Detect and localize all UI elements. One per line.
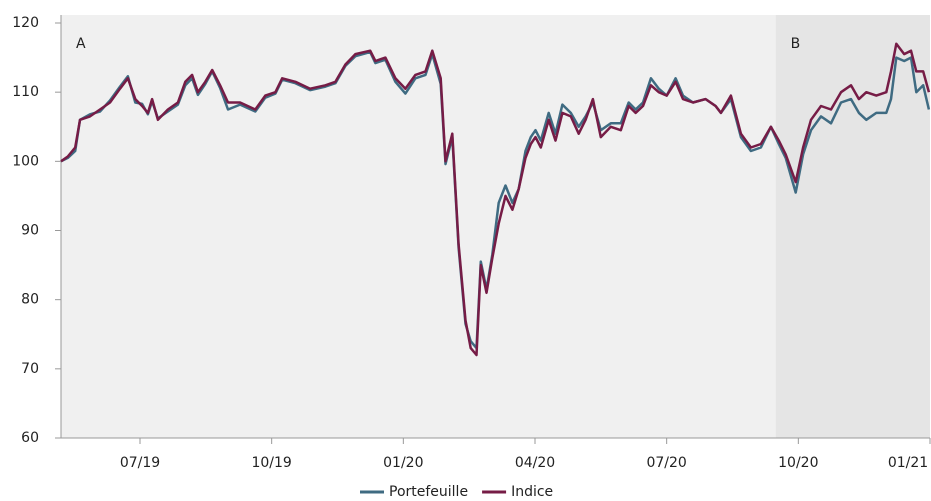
- y-tick-label: 120: [12, 15, 39, 31]
- y-tick-label: 110: [12, 84, 39, 100]
- x-tick-label: 07/19: [120, 455, 160, 471]
- y-tick-label: 90: [21, 223, 39, 239]
- series-line: [60, 42, 931, 357]
- region: [775, 15, 930, 438]
- region-label: A: [76, 36, 86, 52]
- legend-label: Portefeuille: [389, 484, 468, 500]
- y-tick-label: 80: [21, 292, 39, 308]
- legend-label: Indice: [511, 484, 553, 500]
- x-tick-label: 10/20: [778, 455, 818, 471]
- x-tick-label: 10/19: [251, 455, 291, 471]
- y-tick-label: 60: [21, 430, 39, 446]
- x-tick-label: 07/20: [646, 455, 686, 471]
- x-tick-label: 01/21: [888, 455, 928, 471]
- x-tick-label: 01/20: [383, 455, 423, 471]
- y-tick-label: 70: [21, 361, 39, 377]
- x-tick-label: 04/20: [515, 455, 555, 471]
- y-tick-label: 100: [12, 153, 39, 169]
- region-label: B: [791, 36, 801, 52]
